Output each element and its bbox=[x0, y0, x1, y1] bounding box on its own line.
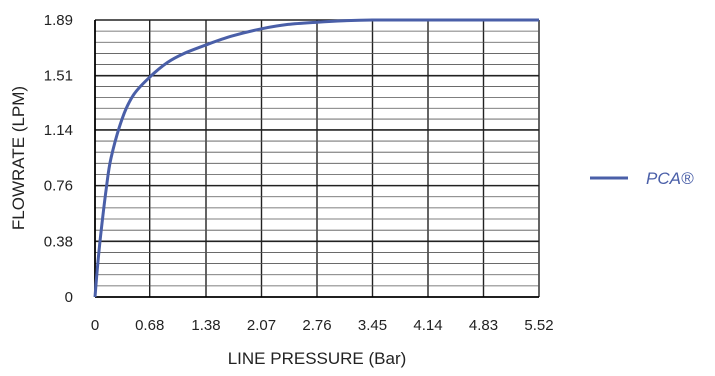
y-tick-label: 0.38 bbox=[44, 233, 73, 250]
x-tick-label: 2.76 bbox=[302, 317, 331, 334]
x-tick-label: 5.52 bbox=[524, 317, 553, 334]
x-tick-label: 2.07 bbox=[247, 317, 276, 334]
y-tick-label: 1.89 bbox=[44, 12, 73, 29]
y-tick-label: 0 bbox=[65, 289, 73, 306]
x-axis-title: LINE PRESSURE (Bar) bbox=[228, 349, 407, 368]
y-axis-title: FLOWRATE (LPM) bbox=[9, 86, 28, 230]
x-tick-label: 3.45 bbox=[358, 317, 387, 334]
y-tick-labels: 0 0.38 0.76 1.14 1.51 1.89 bbox=[44, 12, 73, 306]
x-tick-labels: 0 0.68 1.38 2.07 2.76 3.45 4.14 4.83 5.52 bbox=[91, 317, 554, 334]
x-tick-label: 4.14 bbox=[413, 317, 442, 334]
y-tick-label: 0.76 bbox=[44, 178, 73, 195]
x-tick-label: 4.83 bbox=[469, 317, 498, 334]
x-tick-label: 0 bbox=[91, 317, 99, 334]
y-tick-label: 1.14 bbox=[44, 122, 73, 139]
series-line-pca bbox=[93, 18, 539, 298]
y-tick-label: 1.51 bbox=[44, 68, 73, 85]
x-tick-label: 1.38 bbox=[191, 317, 220, 334]
series-layer bbox=[93, 18, 539, 298]
legend-label-pca: PCA® bbox=[646, 169, 694, 188]
axes bbox=[94, 20, 539, 298]
x-tick-label: 0.68 bbox=[135, 317, 164, 334]
legend: PCA® bbox=[590, 169, 694, 188]
grid bbox=[95, 19, 540, 297]
